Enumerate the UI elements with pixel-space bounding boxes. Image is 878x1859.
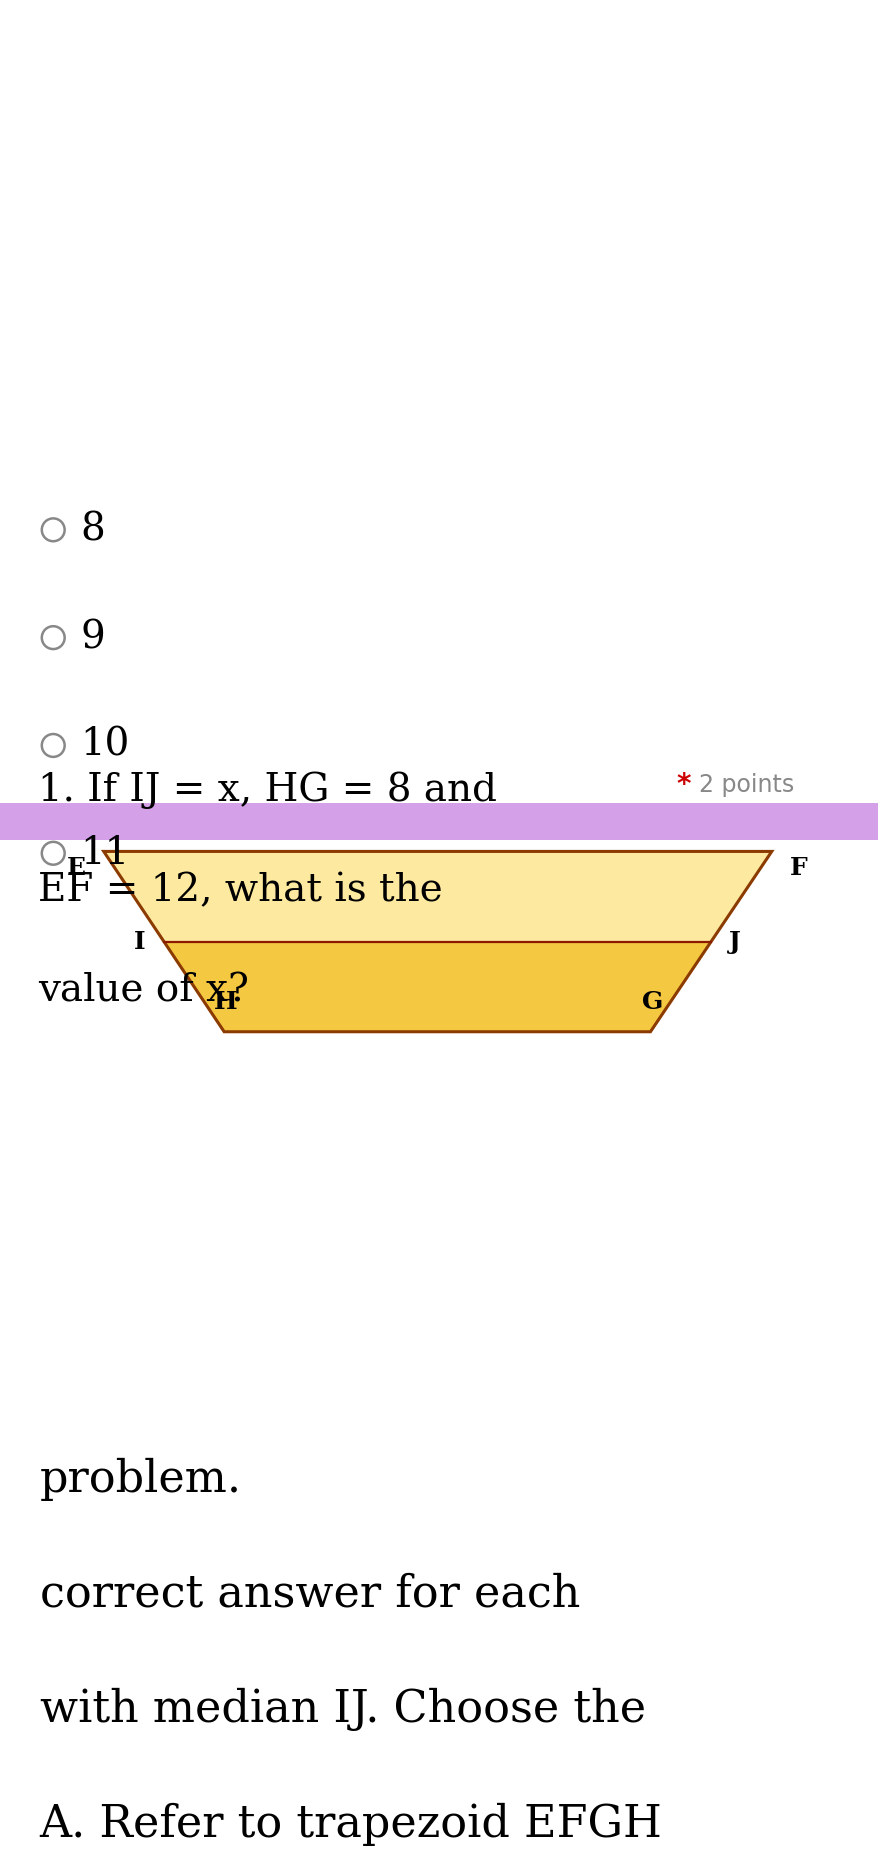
- Text: J: J: [728, 930, 740, 954]
- Text: 1. If IJ = x, HG = 8 and: 1. If IJ = x, HG = 8 and: [38, 771, 496, 809]
- Text: *: *: [676, 771, 690, 799]
- Polygon shape: [163, 943, 710, 1032]
- Text: F: F: [788, 857, 807, 881]
- Text: E: E: [67, 857, 86, 881]
- Text: 11: 11: [81, 835, 130, 872]
- Text: H: H: [214, 989, 238, 1013]
- Text: G: G: [641, 989, 662, 1013]
- Text: 9: 9: [81, 619, 105, 656]
- Text: with median IJ. Choose the: with median IJ. Choose the: [40, 1688, 645, 1731]
- Text: 10: 10: [81, 727, 130, 764]
- Text: 8: 8: [81, 511, 105, 548]
- Text: problem.: problem.: [40, 1457, 241, 1500]
- Text: correct answer for each: correct answer for each: [40, 1573, 579, 1615]
- Bar: [0, 803, 878, 840]
- Polygon shape: [104, 851, 771, 943]
- Text: I: I: [134, 930, 146, 954]
- Text: EF = 12, what is the: EF = 12, what is the: [38, 872, 442, 909]
- Text: A. Refer to trapezoid EFGH: A. Refer to trapezoid EFGH: [40, 1803, 662, 1846]
- Text: 2 points: 2 points: [698, 773, 793, 798]
- Text: value of x?: value of x?: [38, 972, 248, 1009]
